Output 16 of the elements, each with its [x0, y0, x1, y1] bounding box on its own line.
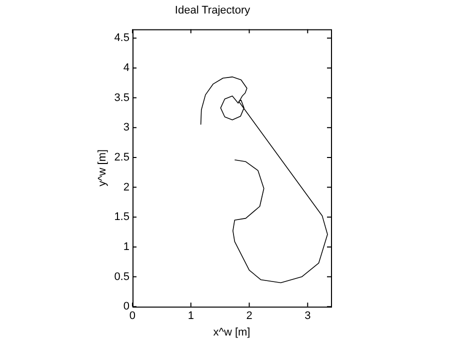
y-tick-label: 3.5: [114, 92, 130, 104]
y-tick-label: 3: [123, 122, 130, 134]
y-tick-label: 2.5: [114, 151, 130, 164]
y-tick-label: 0: [123, 300, 130, 313]
x-axis-title: x^w [m]: [213, 326, 250, 338]
x-tick-label: 1: [188, 310, 194, 322]
chart-title: Ideal Trajectory: [174, 4, 251, 17]
x-tick-label: 3: [304, 310, 311, 322]
y-tick-label: 1: [123, 240, 130, 253]
y-tick-label: 4: [123, 62, 130, 74]
y-tick-label: 1.5: [114, 211, 130, 224]
y-tick-label: 2: [123, 181, 130, 194]
y-axis-title: y^w [m]: [96, 149, 109, 186]
y-tick-label: 4.5: [114, 32, 130, 44]
y-tick-label: 0.5: [114, 270, 130, 283]
x-tick-label: 2: [246, 310, 252, 322]
